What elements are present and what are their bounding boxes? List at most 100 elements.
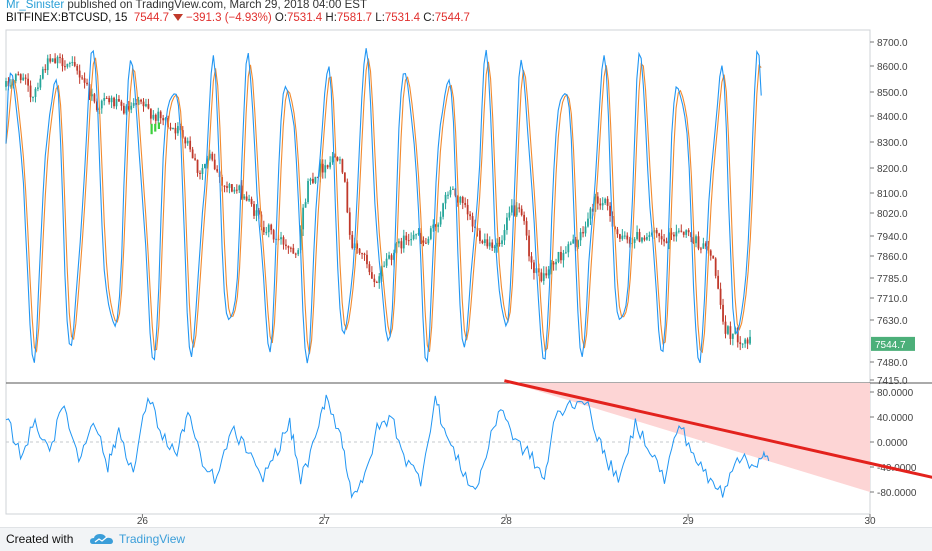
candle-body <box>39 78 42 88</box>
candle-body <box>181 130 184 138</box>
candle-body <box>46 58 49 71</box>
candle-body <box>282 237 285 245</box>
candle-body <box>32 96 34 98</box>
candle-body <box>567 244 570 253</box>
stoch-d-line <box>5 57 762 355</box>
candle-body <box>309 178 312 182</box>
close-label: C: <box>423 12 435 24</box>
candle-body <box>685 230 688 235</box>
candle-body <box>339 159 341 161</box>
candle-body <box>557 251 560 262</box>
candle-body <box>120 101 123 106</box>
candle-body <box>176 126 179 134</box>
candle-body <box>329 162 332 168</box>
publish-line: Mr_Sinister published on TradingView.com… <box>6 0 367 11</box>
candle-body <box>712 255 715 259</box>
candle-body <box>704 243 707 247</box>
candle-body <box>22 77 25 81</box>
candle-body <box>366 254 368 265</box>
candle-body <box>240 185 243 199</box>
candle-body <box>722 304 724 322</box>
candle-body <box>417 233 420 235</box>
candle-body <box>479 230 481 241</box>
candle-body <box>314 176 317 183</box>
date-tick-label: 26 <box>137 516 149 527</box>
candle-body <box>729 326 732 339</box>
candle-body <box>579 232 582 241</box>
candle-body <box>172 127 174 130</box>
candle-body <box>736 327 739 343</box>
green-candle <box>157 122 160 129</box>
candle-body <box>636 232 638 240</box>
candle-body <box>196 159 199 173</box>
candle-body <box>267 224 270 233</box>
author-link[interactable]: Mr_Sinister <box>6 0 65 11</box>
candle-body <box>24 77 27 79</box>
candle-body <box>601 203 604 206</box>
candles <box>5 53 751 351</box>
symbol-line: BITFINEX:BTCUSD, 15 7544.7 −391.3 (−4.93%… <box>6 12 470 24</box>
candle-body <box>560 251 562 261</box>
candle-body <box>606 198 609 206</box>
candle-body <box>248 198 251 201</box>
candle-body <box>71 62 74 64</box>
candle-body <box>253 204 255 216</box>
price-tick-label: 8500.0 <box>877 88 908 99</box>
candle-body <box>604 198 607 204</box>
high-value: 7581.7 <box>336 12 373 24</box>
date-tick-label: 28 <box>501 516 513 527</box>
candle-body <box>697 236 700 249</box>
candle-body <box>262 227 265 233</box>
candle-body <box>140 99 142 102</box>
low-label: L: <box>375 12 385 24</box>
candle-body <box>10 85 12 87</box>
candle-body <box>407 240 410 242</box>
candle-body <box>668 232 670 243</box>
candle-body <box>91 94 93 97</box>
candle-body <box>154 114 157 121</box>
candle-body <box>226 186 228 188</box>
candle-body <box>469 214 472 217</box>
candle-body <box>682 231 685 235</box>
chart-canvas[interactable]: 8700.0 8600.0 8500.0 8400.0 8300.0 8200.0 8100… <box>0 0 932 527</box>
candle-body <box>506 217 508 231</box>
candle-body <box>422 240 425 243</box>
candle-body <box>228 184 231 188</box>
tradingview-link[interactable]: TradingView <box>119 532 186 546</box>
candle-body <box>596 196 599 204</box>
price-tick-label: 8600.0 <box>877 62 908 73</box>
candle-body <box>646 236 648 240</box>
candle-body <box>191 149 194 159</box>
candle-body <box>452 188 454 190</box>
candle-body <box>130 105 133 110</box>
candle-body <box>626 235 629 240</box>
candle-body <box>731 333 734 339</box>
created-with-label: Created with <box>6 532 74 546</box>
candle-body <box>420 233 422 241</box>
candle-body <box>147 104 150 109</box>
candle-body <box>341 159 344 173</box>
candle-body <box>184 137 187 144</box>
candle-body <box>270 224 273 231</box>
candle-body <box>466 204 469 215</box>
price-tick-label: 8200.0 <box>877 164 908 175</box>
candle-body <box>486 239 489 247</box>
candle-body <box>312 178 314 183</box>
candle-body <box>375 282 378 284</box>
candle-body <box>356 243 359 249</box>
candle-body <box>164 117 167 121</box>
candle-body <box>739 342 742 344</box>
candle-body <box>719 288 722 305</box>
candle-body <box>51 58 54 62</box>
candle-body <box>68 62 71 64</box>
candle-body <box>643 237 646 240</box>
candle-body <box>641 237 643 242</box>
candle-body <box>86 82 88 85</box>
candle-body <box>621 235 624 239</box>
candle-body <box>385 258 388 266</box>
candle-body <box>194 158 196 160</box>
stoch-k-line <box>5 48 762 364</box>
candle-body <box>159 111 162 119</box>
high-label: H: <box>325 12 337 24</box>
candle-body <box>503 230 506 241</box>
